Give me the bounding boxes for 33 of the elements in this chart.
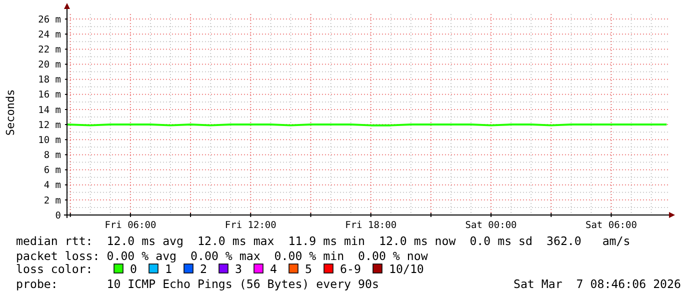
legend-title: loss color:: [16, 262, 93, 276]
legend-label: 6-9: [340, 262, 361, 276]
legend-label: 5: [305, 262, 312, 276]
y-tick-label: 24 m: [38, 29, 62, 40]
y-tick-label: 0: [55, 210, 62, 222]
y-tick-label: 10 m: [38, 134, 62, 146]
legend-label: 4: [270, 262, 277, 276]
y-tick-label: 20 m: [38, 60, 62, 71]
y-tick-label: 6 m: [44, 165, 62, 176]
y-tick-label: 2 m: [44, 195, 62, 206]
x-tick-label: Sat 06:00: [585, 220, 638, 231]
x-tick-label: Fri 12:00: [224, 220, 277, 231]
legend-label: 2: [200, 262, 207, 276]
y-tick-label: 18 m: [38, 74, 62, 86]
y-tick-label: 16 m: [38, 90, 62, 101]
x-tick-label: Sat 00:00: [465, 220, 518, 231]
text: probe: 10 ICMP Echo Pings (56 Bytes) every 90s: [16, 277, 379, 291]
legend-label: 10/10: [389, 262, 424, 276]
x-tick-label: Fri 06:00: [104, 220, 156, 231]
legend-label: 1: [165, 262, 172, 276]
text: packet loss: 0.00 % avg 0.00 % max 0.00 % min 0.00 % now: [16, 249, 428, 263]
text: Sat Mar 7 08:46:06 2026: [513, 277, 682, 291]
x-tick-label: Fri 18:00: [345, 220, 397, 231]
y-tick-label: 8 m: [44, 150, 62, 162]
y-tick-label: 14 m: [38, 104, 62, 116]
y-tick-label: 12 m: [38, 120, 62, 131]
legend-label: 3: [235, 262, 242, 276]
text: median rtt: 12.0 ms avg 12.0 ms max 11.9 ms min 12.0 ms now 0.0 ms sd 362.0 am/s: [16, 234, 630, 248]
legend-label: 0: [130, 262, 137, 276]
y-tick-label: 22 m: [38, 44, 62, 56]
y-tick-label: 4 m: [44, 180, 62, 192]
y-axis-title: Seconds: [4, 89, 17, 136]
y-tick-label: 26 m: [38, 14, 62, 26]
